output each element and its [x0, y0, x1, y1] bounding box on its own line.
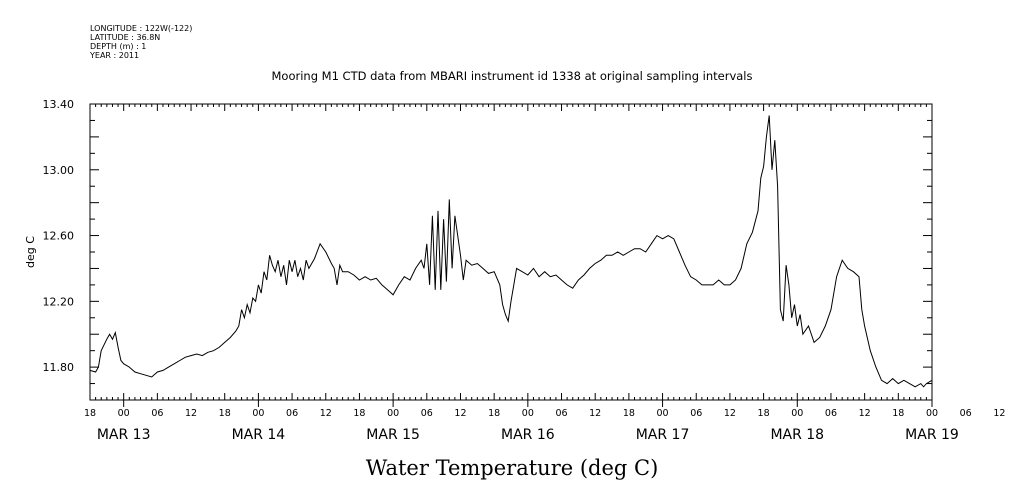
latitude-label: LATITUDE : 36.8N — [90, 33, 160, 42]
x-hour-label: 00 — [657, 408, 669, 419]
chart-title: Mooring M1 CTD data from MBARI instrumen… — [272, 69, 753, 83]
y-tick-label: 13.00 — [43, 164, 75, 177]
x-hour-label: 18 — [84, 408, 96, 419]
y-tick-label: 12.60 — [43, 230, 75, 243]
x-day-label: MAR 16 — [501, 427, 555, 443]
x-hour-label: 06 — [555, 408, 567, 419]
x-hour-label: 06 — [825, 408, 837, 419]
x-day-labels: MAR 13 MAR 14 MAR 15 MAR 16 MAR 17 MAR 18 MAR … — [97, 427, 959, 443]
x-hour-label: 00 — [387, 408, 399, 419]
x-hour-label: 18 — [892, 408, 904, 419]
x-hour-label: 12 — [993, 408, 1005, 419]
x-hour-labels: 18 00 06 12 18 00 06 12 18 00 06 12 18 00 06 12 18 00 06 12… — [84, 408, 1005, 419]
x-hour-label: 18 — [219, 408, 231, 419]
x-hour-label: 12 — [320, 408, 332, 419]
x-hour-label: 00 — [252, 408, 264, 419]
tick-layer — [89, 103, 933, 407]
longitude-label: LONGITUDE : 122W(-122) — [90, 24, 192, 33]
y-tick-label: 11.80 — [43, 361, 75, 374]
x-hour-label: 00 — [791, 408, 803, 419]
x-hour-label: 00 — [118, 408, 130, 419]
header-metadata: LONGITUDE : 122W(-122) LATITUDE : 36.8N … — [89, 24, 192, 60]
y-tick-label: 12.20 — [43, 295, 75, 308]
x-hour-label: 12 — [589, 408, 601, 419]
x-day-label: MAR 15 — [366, 427, 420, 443]
x-hour-label: 06 — [690, 408, 702, 419]
x-hour-label: 18 — [623, 408, 635, 419]
x-hour-label: 18 — [488, 408, 500, 419]
y-axis-label: deg C — [24, 236, 37, 268]
x-hour-label: 06 — [960, 408, 972, 419]
x-hour-label: 18 — [353, 408, 365, 419]
y-tick-label: 13.40 — [43, 98, 75, 111]
x-day-label: MAR 17 — [636, 427, 690, 443]
x-hour-label: 18 — [758, 408, 770, 419]
year-label: YEAR : 2011 — [89, 51, 139, 60]
x-hour-label: 12 — [724, 408, 736, 419]
x-day-label: MAR 18 — [770, 427, 824, 443]
x-hour-label: 06 — [421, 408, 433, 419]
x-hour-label: 00 — [926, 408, 938, 419]
x-hour-label: 12 — [859, 408, 871, 419]
x-hour-label: 12 — [185, 408, 197, 419]
x-day-label: MAR 13 — [97, 427, 151, 443]
x-axis-label: Water Temperature (deg C) — [366, 456, 659, 480]
x-day-label: MAR 19 — [905, 427, 959, 443]
depth-label: DEPTH (m) : 1 — [90, 42, 146, 51]
x-hour-label: 12 — [454, 408, 466, 419]
temperature-series-line — [89, 115, 933, 388]
y-tick-labels: 11.80 12.20 12.60 13.00 13.40 — [43, 98, 75, 374]
x-hour-label: 06 — [151, 408, 163, 419]
x-day-label: MAR 14 — [232, 427, 286, 443]
x-hour-label: 06 — [286, 408, 298, 419]
plot-frame — [89, 103, 933, 401]
x-hour-label: 00 — [522, 408, 534, 419]
